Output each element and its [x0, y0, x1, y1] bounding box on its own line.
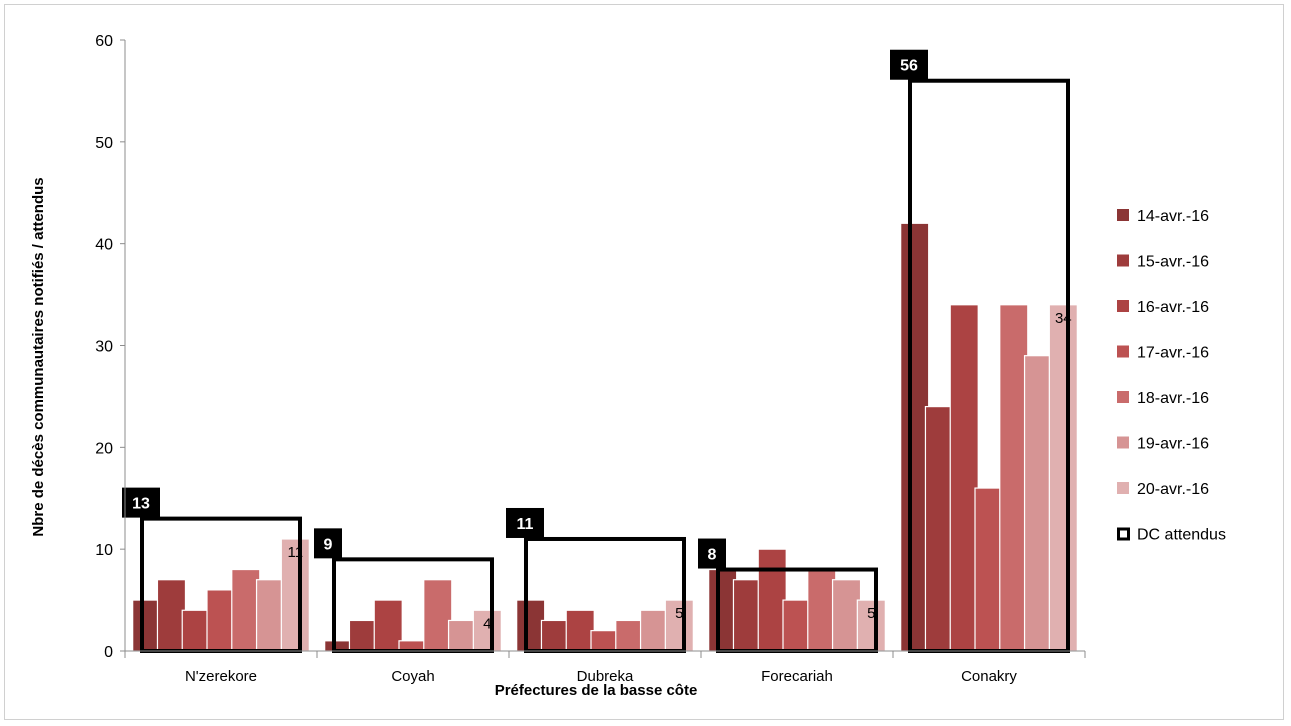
bar-7-1 [280, 538, 310, 652]
bar-1-4 [708, 568, 738, 652]
bar-5-2 [423, 579, 453, 652]
bar-7-2 [472, 609, 502, 652]
bar-2-1 [156, 579, 187, 652]
bar-2-2 [348, 619, 379, 652]
expected-label-2: 9 [324, 536, 333, 553]
bars-layer [132, 222, 1078, 652]
legend: 14-avr.-16 15-avr.-16 16-avr.-16 17-avr.-16… [1117, 208, 1226, 544]
axis-layer: N'zerekore Coyah Dubreka Forecariah Conakry 0… [95, 33, 1086, 685]
expected-label-bg-3 [506, 507, 544, 538]
y-tick-label-2: 10 [95, 542, 113, 559]
legend-label-1: 14-avr.-16 [1137, 208, 1209, 225]
legend-swatch-4 [1117, 345, 1129, 358]
data-label-5: 34 [1055, 310, 1072, 327]
bar-7-3 [664, 599, 694, 652]
data-label-4: 5 [867, 605, 875, 622]
legend-swatch-6 [1117, 436, 1129, 449]
bar-1-1 [132, 599, 162, 652]
expected-label-1: 13 [132, 496, 150, 513]
bar-2-3 [540, 619, 571, 652]
legend-swatch-3 [1117, 300, 1129, 312]
x-tick-label-5: Conakry [961, 668, 1017, 685]
y-tick-label-6: 50 [95, 135, 113, 152]
y-tick-label-7: 60 [95, 33, 113, 50]
bar-2-5 [924, 406, 955, 652]
bar-7-5 [1048, 304, 1078, 652]
expected-label-4: 8 [708, 547, 717, 564]
x-axis-title: Préfectures de la basse côte [495, 682, 698, 699]
bar-3-2 [373, 599, 403, 652]
legend-swatch-expected [1117, 527, 1130, 541]
legend-swatch-7 [1117, 482, 1129, 494]
legend-label-5: 18-avr.-16 [1137, 390, 1209, 407]
chart-frame: 13 9 11 8 56 N'zerekore Coyah Dubreka Forecaria… [4, 4, 1284, 720]
expected-label-bg-1 [122, 487, 160, 518]
legend-swatch-5 [1117, 391, 1129, 403]
bar-1-5 [900, 222, 930, 652]
expected-label-5: 56 [900, 58, 918, 75]
legend-label-7: 20-avr.-16 [1137, 481, 1209, 498]
bar-5-1 [231, 568, 261, 652]
expected-label-bg-4 [698, 538, 726, 569]
bar-3-5 [949, 304, 979, 652]
bar-4-3 [590, 630, 620, 652]
legend-label-4: 17-avr.-16 [1137, 345, 1209, 362]
y-tick-label-3: 20 [95, 440, 113, 457]
bar-5-5 [999, 304, 1029, 652]
bar-3-1 [181, 609, 211, 652]
x-tick-label-2: Coyah [391, 668, 434, 685]
bar-6-1 [255, 579, 286, 652]
bar-5-3 [615, 619, 645, 652]
bar-3-3 [565, 609, 595, 652]
y-tick-label-1: 0 [104, 644, 113, 661]
bar-4-5 [974, 487, 1004, 652]
bar-1-3 [516, 599, 546, 652]
x-tick-label-3: Dubreka [577, 668, 634, 685]
bar-7-4 [856, 599, 886, 652]
legend-label-6: 19-avr.-16 [1137, 436, 1209, 453]
expected-label-bg-2 [314, 528, 342, 559]
legend-swatch-1 [1117, 209, 1129, 221]
bar-2-4 [732, 579, 763, 652]
legend-label-2: 15-avr.-16 [1137, 254, 1209, 271]
chart: 13 9 11 8 56 N'zerekore Coyah Dubreka Forecaria… [30, 33, 1226, 699]
legend-swatch-2 [1117, 254, 1129, 267]
data-label-2: 4 [483, 615, 491, 632]
legend-label-3: 16-avr.-16 [1137, 299, 1209, 316]
x-tick-label-4: Forecariah [761, 668, 833, 685]
bar-5-4 [807, 568, 837, 652]
data-label-3: 5 [675, 605, 683, 622]
data-label-1: 11 [288, 544, 304, 561]
y-axis-title: Nbre de décès communautaires notifiés / … [30, 177, 47, 536]
x-tick-label-1: N'zerekore [185, 668, 257, 685]
bar-4-4 [782, 599, 812, 652]
bar-6-2 [447, 619, 478, 652]
bar-6-4 [831, 579, 862, 652]
bar-4-1 [206, 589, 236, 652]
bar-6-5 [1023, 355, 1054, 652]
y-tick-label-5: 40 [95, 237, 113, 254]
y-tick-label-4: 30 [95, 339, 113, 356]
legend-label-expected: DC attendus [1137, 527, 1226, 544]
labels-layer: 11 4 5 5 34 [288, 310, 1072, 633]
bar-3-4 [757, 548, 787, 652]
expected-label-3: 11 [517, 516, 534, 533]
expected-label-bg-5 [890, 49, 928, 80]
bar-6-3 [639, 609, 670, 652]
